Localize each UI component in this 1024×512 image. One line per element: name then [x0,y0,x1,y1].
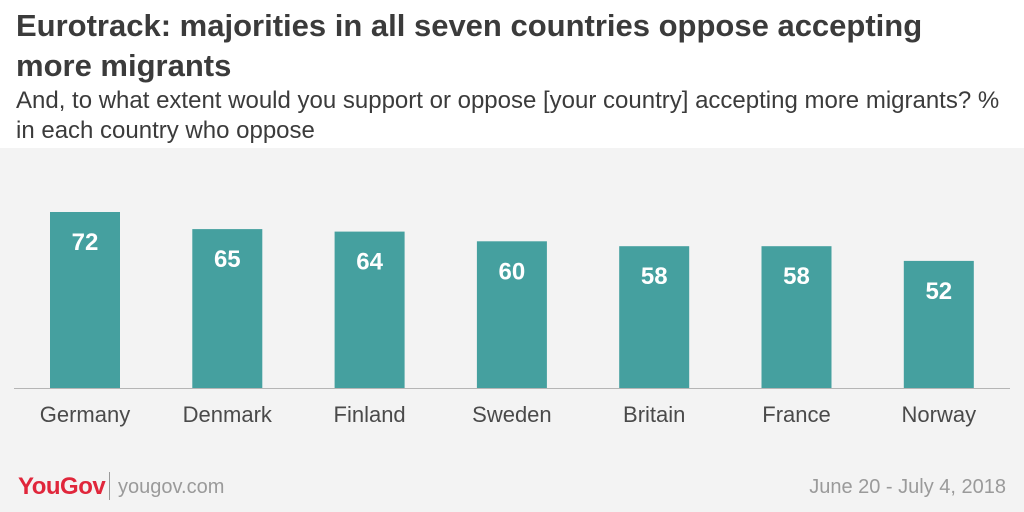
bar-sweden [476,241,547,388]
value-label-finland: 64 [356,249,383,276]
chart-header: Eurotrack: majorities in all seven count… [0,0,1024,148]
value-label-sweden: 60 [499,258,526,285]
value-label-denmark: 65 [214,246,241,273]
category-label-germany: Germany [40,402,130,427]
category-label-denmark: Denmark [183,402,273,427]
category-label-britain: Britain [623,402,685,427]
value-label-norway: 52 [925,278,952,305]
bar-britain [619,246,690,388]
bar-france [761,246,832,388]
category-label-norway: Norway [902,402,977,427]
footer-divider [109,472,110,500]
value-label-britain: 58 [641,263,668,290]
bar-denmark [192,229,263,388]
bar-germany [50,212,120,388]
chart-plot-area: 72 Germany 65 Denmark 64 Finland 60 Sweden 58 Bri… [0,148,1024,450]
value-label-france: 58 [783,263,810,290]
chart-footer: YouGov yougov.com June 20 - July 4, 2018 [0,450,1024,512]
source-site: yougov.com [118,476,225,498]
category-label-sweden: Sweden [472,402,552,427]
bar-norway [903,260,974,388]
bar-finland [334,231,405,388]
chart-subtitle: And, to what extent would you support or… [16,87,1000,144]
fieldwork-dates: June 20 - July 4, 2018 [809,476,1006,498]
bar-chart: 72 Germany 65 Denmark 64 Finland 60 Sweden 58 Bri… [14,212,1010,427]
category-label-finland: Finland [334,402,406,427]
yougov-logo: YouGov [18,473,106,500]
value-label-germany: 72 [72,229,99,256]
category-label-france: France [762,402,830,427]
chart-title: Eurotrack: majorities in all seven count… [16,8,923,83]
